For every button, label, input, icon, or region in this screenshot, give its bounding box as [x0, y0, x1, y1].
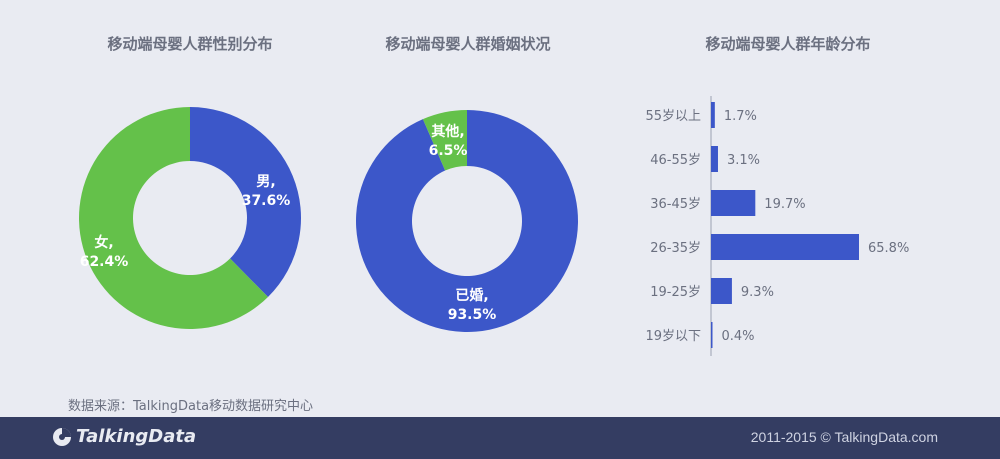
logo-text: TalkingData — [76, 426, 197, 447]
donut1-slice-label-0: 已婚, — [455, 287, 488, 304]
age-category-label-0: 55岁以上 — [645, 109, 701, 124]
age-category-label-1: 46-55岁 — [650, 153, 701, 168]
marital-chart-title: 移动端母婴人群婚姻状况 — [385, 35, 551, 53]
age-value-label-5: 0.4% — [722, 329, 755, 344]
donut0-value-label-0: 37.6% — [242, 193, 291, 209]
donut1-slice-1 — [422, 110, 467, 171]
age-bar-3 — [711, 234, 859, 260]
age-value-label-0: 1.7% — [724, 109, 757, 124]
talkingdata-logo: TalkingData — [52, 426, 196, 447]
age-category-label-3: 26-35岁 — [650, 241, 701, 256]
donut0-slice-0 — [190, 107, 301, 297]
donut0-slice-1 — [79, 107, 268, 330]
age-chart-title: 移动端母婴人群年龄分布 — [705, 35, 871, 53]
logo-icon — [53, 427, 71, 446]
donut1-slice-label-1: 其他, — [431, 123, 464, 140]
copyright-text: 2011-2015 © TalkingData.com — [750, 429, 938, 445]
source-note: 数据来源：TalkingData移动数据研究中心 — [68, 399, 314, 414]
age-category-label-5: 19岁以下 — [645, 329, 701, 344]
age-bar-0 — [711, 102, 715, 128]
donut0-slice-label-1: 女, — [94, 234, 113, 251]
donut1-value-label-0: 93.5% — [448, 307, 497, 323]
age-category-label-4: 19-25岁 — [650, 285, 701, 300]
age-value-label-4: 9.3% — [741, 285, 774, 300]
age-value-label-3: 65.8% — [868, 241, 909, 256]
age-category-label-2: 36-45岁 — [650, 197, 701, 212]
age-value-label-1: 3.1% — [727, 153, 760, 168]
charts-canvas: 男, 37.6% 女, 62.4% 已婚, 93.5% 其他, 6.5% 55岁以上 1.7% 46… — [79, 96, 909, 356]
age-bar-2 — [711, 190, 756, 216]
donut1-value-label-1: 6.5% — [429, 143, 468, 159]
gender-chart-title: 移动端母婴人群性别分布 — [107, 35, 273, 53]
age-value-label-2: 19.7% — [764, 197, 805, 212]
age-bar-1 — [711, 146, 718, 172]
donut0-slice-label-0: 男, — [256, 174, 275, 190]
age-bar-5 — [711, 322, 713, 348]
footer-bar: TalkingData 2011-2015 © TalkingData.com — [0, 417, 1000, 459]
donut0-value-label-1: 62.4% — [80, 254, 129, 270]
age-bar-4 — [711, 278, 732, 304]
donut1-slice-0 — [356, 110, 579, 332]
